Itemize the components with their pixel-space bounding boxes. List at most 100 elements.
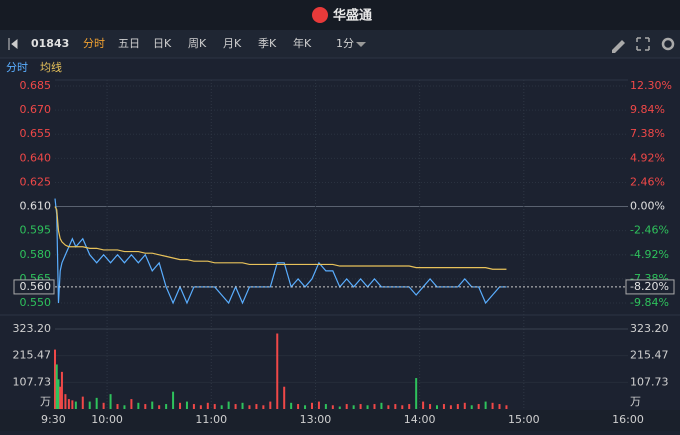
volume-bar <box>262 405 265 409</box>
collapse-icon[interactable] <box>8 38 18 50</box>
volume-bar <box>429 404 432 409</box>
y2-tick-label: 7.38% <box>630 127 665 140</box>
tab[interactable]: 年K <box>293 36 312 50</box>
tab[interactable]: 1分 <box>336 37 354 50</box>
y-tick-label: 0.580 <box>20 248 52 261</box>
tab[interactable]: 分时 <box>83 37 105 50</box>
y2-tick-label: -4.92% <box>630 248 669 261</box>
stock-code: 01843 <box>31 37 69 50</box>
volume-bar <box>470 405 473 409</box>
tab[interactable]: 周K <box>188 37 207 50</box>
volume-bar <box>491 402 494 409</box>
toolbar <box>0 30 680 58</box>
x-tick-label: 11:00 <box>195 413 227 426</box>
volume-bar <box>477 404 480 409</box>
volume-bar <box>255 404 258 409</box>
draw-icon[interactable] <box>612 40 625 53</box>
tab[interactable]: 日K <box>153 37 172 50</box>
volume-bar <box>137 402 140 409</box>
volume-bar <box>144 404 147 409</box>
y-tick-label: 0.685 <box>20 79 52 92</box>
volume-bar <box>185 401 188 409</box>
last-change-label: -8.20% <box>630 280 669 293</box>
y2-tick-label: 12.30% <box>630 79 672 92</box>
volume-bar <box>57 379 60 409</box>
volume-bar <box>206 402 209 409</box>
volume-bar <box>199 405 202 409</box>
volume-bar <box>401 405 404 409</box>
volume-bar <box>71 400 74 409</box>
volume-bar <box>442 404 445 409</box>
x-tick-label: 13:00 <box>300 413 332 426</box>
last-price-label: 0.560 <box>20 280 52 293</box>
y2-tick-label: -2.46% <box>630 224 669 237</box>
average-line <box>54 206 507 270</box>
volume-bar <box>449 405 452 409</box>
volume-bar <box>352 405 355 409</box>
top-bar <box>0 0 680 30</box>
x-tick-label: 14:00 <box>404 413 436 426</box>
last-price-box <box>13 279 55 295</box>
volume-bar <box>408 404 411 409</box>
volume-bar <box>116 404 119 409</box>
volume-bar <box>310 402 313 409</box>
volume-bar <box>241 402 244 409</box>
volume-bar <box>290 402 293 409</box>
volume-bar <box>81 396 84 409</box>
volume-bar <box>130 399 133 409</box>
x-tick-label: 16:00 <box>612 413 644 426</box>
volume-bar <box>158 405 161 409</box>
dropdown-icon[interactable] <box>356 42 366 47</box>
y-tick-label: 0.640 <box>20 151 52 164</box>
volume-bar <box>59 386 62 409</box>
y2-tick-label: 0.00% <box>630 200 665 213</box>
volume-tick-label: 215.47 <box>13 349 52 362</box>
volume-bar <box>67 399 70 409</box>
volume-bar <box>283 386 286 409</box>
x-axis-bar <box>0 410 680 431</box>
volume-bar <box>64 394 67 409</box>
x-tick-label: 9:30 <box>41 413 66 426</box>
volume-bar <box>373 404 376 409</box>
x-tick-label: 15:00 <box>508 413 540 426</box>
volume-bar <box>109 394 112 409</box>
volume-tick-label-right: 107.73 <box>630 375 669 388</box>
tab[interactable]: 五日 <box>118 37 140 50</box>
y-tick-label: 0.595 <box>20 224 52 237</box>
volume-bar <box>331 405 334 409</box>
volume-bar <box>394 404 397 409</box>
volume-bar <box>172 391 175 409</box>
volume-bar <box>317 401 320 409</box>
volume-bar <box>95 397 98 409</box>
volume-bar <box>463 402 466 409</box>
settings-icon[interactable] <box>661 37 675 51</box>
tab[interactable]: 月K <box>223 37 242 50</box>
volume-bar <box>338 406 341 409</box>
tab[interactable]: 季K <box>258 37 277 50</box>
volume-bar <box>324 404 327 409</box>
brand: 华盛通 <box>333 8 372 24</box>
y-tick-label: 0.655 <box>20 127 52 140</box>
volume-bar <box>422 401 425 409</box>
legend-line: 分时 <box>6 61 28 74</box>
x-tick-label: 10:00 <box>91 413 123 426</box>
volume-bar <box>366 405 369 409</box>
volume-bar <box>436 405 438 409</box>
fullscreen-icon[interactable] <box>636 37 650 51</box>
volume-unit-right: 万 <box>630 395 641 408</box>
logo-icon <box>312 7 328 23</box>
volume-bar <box>213 404 216 409</box>
volume-unit: 万 <box>40 395 51 408</box>
volume-tick-label-right: 215.47 <box>630 349 669 362</box>
volume-tick-label: 323.20 <box>13 322 52 335</box>
volume-bar <box>484 401 487 409</box>
volume-bar <box>380 402 383 409</box>
volume-bar <box>74 401 77 409</box>
y2-tick-label: 9.84% <box>630 103 665 116</box>
legend-avg: 均线 <box>40 60 62 74</box>
volume-bar <box>60 371 63 409</box>
volume-bar <box>304 405 307 409</box>
volume-bar <box>359 404 362 409</box>
